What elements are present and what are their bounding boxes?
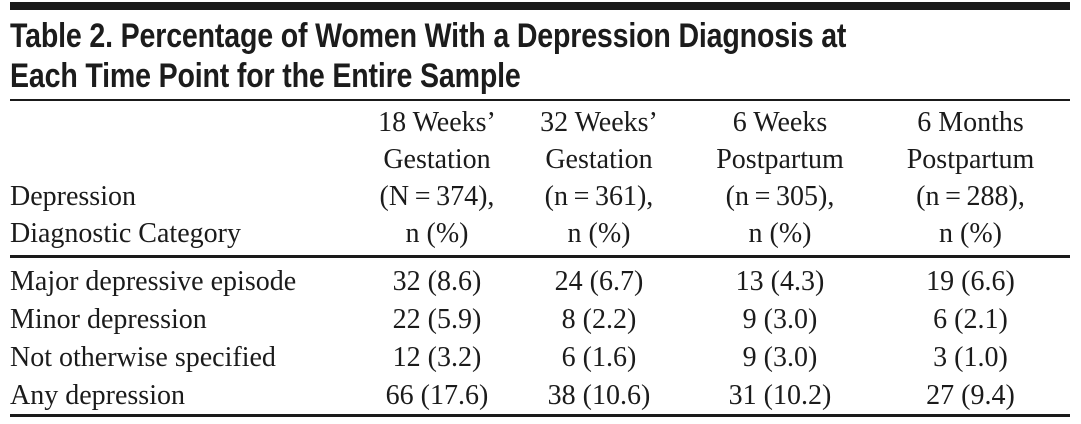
category-cell: Major depressive episode <box>10 266 297 297</box>
header-divider <box>10 255 1070 258</box>
value-cell: 3 (1.0) <box>933 342 1008 373</box>
value-cell: 9 (3.0) <box>742 342 818 373</box>
bottom-rule <box>10 414 1070 417</box>
column-header-18-weeks: 18 Weeks’ Gestation (N = 374), n (%) <box>378 107 496 249</box>
category-cell: Not otherwise specified <box>10 342 276 373</box>
value-cell: 9 (3.0) <box>742 304 818 335</box>
table-header: Depression Diagnostic Category 18 Weeks’… <box>10 103 1070 255</box>
value-cell: 6 (2.1) <box>933 304 1008 335</box>
column-header-6-weeks-postpartum: 6 Weeks Postpartum (n = 305), n (%) <box>716 107 844 249</box>
category-cell: Any depression <box>10 380 185 411</box>
table-title: Table 2. Percentage of Women With a Depr… <box>10 17 847 95</box>
value-cell: 32 (8.6) <box>392 266 482 297</box>
column-header-32-weeks: 32 Weeks’ Gestation (n = 361), n (%) <box>540 107 658 249</box>
value-cell: 66 (17.6) <box>385 380 489 411</box>
value-cell: 6 (1.6) <box>561 342 637 373</box>
value-cell: 31 (10.2) <box>728 380 832 411</box>
top-rule <box>10 2 1070 10</box>
table-body: Major depressive episode 32 (8.6) 24 (6.… <box>10 260 1070 415</box>
title-divider <box>10 99 1070 101</box>
value-cell: 38 (10.6) <box>547 380 651 411</box>
value-cell: 13 (4.3) <box>735 266 825 297</box>
value-cell: 12 (3.2) <box>392 342 482 373</box>
value-cell: 19 (6.6) <box>926 266 1015 297</box>
row-header-label: Depression Diagnostic Category <box>10 181 241 249</box>
value-cell: 22 (5.9) <box>392 304 482 335</box>
value-cell: 8 (2.2) <box>561 304 637 335</box>
value-cell: 27 (9.4) <box>926 380 1015 411</box>
value-cell: 24 (6.7) <box>554 266 644 297</box>
category-cell: Minor depression <box>10 304 207 335</box>
column-header-6-months-postpartum: 6 Months Postpartum (n = 288), n (%) <box>906 107 1035 249</box>
